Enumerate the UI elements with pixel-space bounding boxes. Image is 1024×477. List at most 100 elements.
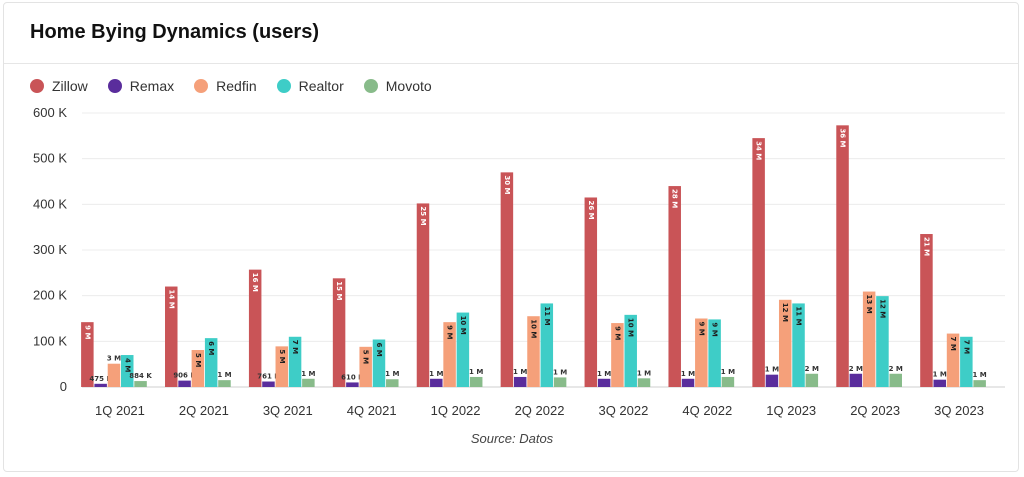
bar-data-label: 1 M: [385, 370, 399, 378]
bar: [708, 319, 721, 387]
bar: [456, 312, 470, 387]
bar: [765, 374, 779, 387]
legend-swatch: [107, 79, 122, 93]
y-tick-label: 200 K: [33, 288, 67, 303]
y-tick-label: 600 K: [33, 105, 67, 120]
bar: [346, 382, 359, 387]
bar-data-label: 761 K: [257, 373, 280, 381]
bar: [165, 286, 178, 387]
bar-data-label: 34 M: [755, 141, 763, 160]
bar: [889, 373, 902, 387]
bar: [372, 339, 386, 387]
bar: [430, 378, 443, 387]
x-tick-label: 4Q 2022: [682, 403, 732, 418]
bar: [946, 333, 960, 387]
legend-item-zillow[interactable]: Zillow: [30, 78, 88, 94]
bar: [637, 378, 651, 387]
bar: [81, 322, 94, 387]
bar-data-label: 906 K: [173, 372, 196, 380]
bar-data-label: 11 M: [543, 306, 551, 325]
bar-data-label: 1 M: [217, 371, 231, 379]
chart-card: Home Bying Dynamics (users) Zillow Remax R…: [3, 2, 1019, 472]
bar: [862, 291, 876, 387]
bar: [695, 318, 708, 387]
bar: [218, 380, 231, 387]
chart-source: Source: Datos: [471, 431, 554, 446]
legend-item-movoto[interactable]: Movoto: [363, 78, 432, 94]
bar: [527, 316, 540, 387]
legend-label: Movoto: [385, 78, 432, 94]
bar-data-label: 9 M: [711, 322, 719, 336]
bar-data-label: 6 M: [207, 341, 215, 355]
bar-data-label: 7 M: [291, 340, 299, 354]
bar-data-label: 10 M: [530, 319, 538, 338]
bar-data-label: 7 M: [962, 340, 970, 354]
bar: [513, 376, 527, 387]
legend-item-remax[interactable]: Remax: [107, 78, 174, 94]
legend-swatch: [363, 79, 378, 93]
bar: [933, 379, 946, 387]
bar: [443, 322, 456, 387]
bar: [836, 125, 849, 387]
bar-data-label: 1 M: [553, 368, 567, 376]
bar-data-label: 21 M: [922, 237, 930, 256]
legend-swatch: [276, 79, 291, 93]
y-tick-label: 0: [60, 379, 67, 394]
bar: [721, 376, 735, 387]
y-tick-label: 300 K: [33, 242, 67, 257]
bar-data-label: 6 M: [375, 343, 383, 357]
bar-data-label: 1 M: [597, 370, 611, 378]
bar: [248, 269, 262, 387]
legend-swatch: [194, 79, 209, 93]
chart-title: Home Bying Dynamics (users): [30, 21, 319, 43]
bar-data-label: 475 K: [89, 375, 112, 383]
bar: [778, 299, 792, 387]
bar: [204, 338, 218, 387]
x-tick-label: 3Q 2022: [598, 403, 648, 418]
bar-data-label: 15 M: [335, 281, 343, 300]
bar: [611, 323, 624, 387]
y-tick-label: 400 K: [33, 196, 67, 211]
legend-label: Redfin: [216, 78, 257, 94]
x-tick-label: 4Q 2021: [347, 403, 397, 418]
bar: [876, 296, 889, 387]
legend-item-redfin[interactable]: Redfin: [194, 78, 257, 94]
x-tick-label: 2Q 2021: [179, 403, 229, 418]
bar: [94, 383, 107, 387]
bar-data-label: 1 M: [973, 371, 987, 379]
bar-data-label: 12 M: [781, 303, 789, 322]
bar: [584, 197, 598, 387]
y-tick-label: 100 K: [33, 333, 67, 348]
bar-data-label: 12 M: [878, 299, 886, 318]
bar-data-label: 610 K: [341, 373, 364, 381]
bar-data-label: 1 M: [429, 370, 443, 378]
bar-data-label: 2 M: [805, 365, 819, 373]
bar-data-label: 9 M: [697, 322, 705, 336]
chart-legend: Zillow Remax Redfin Realtor Movoto: [30, 75, 452, 97]
bar-data-label: 10 M: [459, 316, 467, 335]
bar: [134, 381, 147, 387]
bar-data-label: 9 M: [446, 325, 454, 339]
bar-data-label: 16 M: [251, 273, 259, 292]
bar-data-label: 1 M: [721, 368, 735, 376]
bar-data-label: 28 M: [671, 189, 679, 208]
bar-data-label: 25 M: [419, 206, 427, 225]
bar-data-label: 1 M: [933, 371, 947, 379]
bar: [849, 373, 863, 387]
bar-data-label: 4 M: [123, 358, 131, 372]
bar-data-label: 884 K: [129, 372, 152, 380]
bar: [107, 363, 121, 387]
bar: [191, 350, 205, 387]
legend-item-realtor[interactable]: Realtor: [276, 78, 344, 94]
bar-data-label: 1 M: [469, 368, 483, 376]
bar-data-label: 1 M: [765, 366, 779, 374]
bar-data-label: 9 M: [83, 325, 91, 339]
bar-data-label: 1 M: [513, 368, 527, 376]
bar: [121, 355, 134, 387]
bar: [668, 186, 681, 387]
x-tick-label: 1Q 2022: [431, 403, 481, 418]
x-tick-label: 2Q 2022: [515, 403, 565, 418]
x-tick-label: 2Q 2023: [850, 403, 900, 418]
bar-data-label: 11 M: [795, 306, 803, 325]
